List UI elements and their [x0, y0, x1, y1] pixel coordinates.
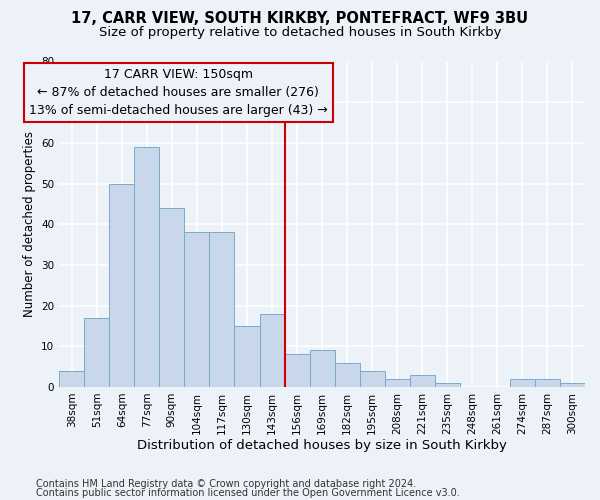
Bar: [510, 379, 535, 387]
Bar: [260, 314, 284, 387]
Bar: [284, 354, 310, 387]
Bar: [134, 147, 160, 387]
Bar: [385, 379, 410, 387]
Bar: [560, 383, 585, 387]
X-axis label: Distribution of detached houses by size in South Kirkby: Distribution of detached houses by size …: [137, 440, 507, 452]
Bar: [184, 232, 209, 387]
Text: 17 CARR VIEW: 150sqm
← 87% of detached houses are smaller (276)
13% of semi-deta: 17 CARR VIEW: 150sqm ← 87% of detached h…: [29, 68, 328, 116]
Bar: [84, 318, 109, 387]
Y-axis label: Number of detached properties: Number of detached properties: [23, 131, 35, 317]
Text: Size of property relative to detached houses in South Kirkby: Size of property relative to detached ho…: [99, 26, 501, 39]
Text: Contains HM Land Registry data © Crown copyright and database right 2024.: Contains HM Land Registry data © Crown c…: [36, 479, 416, 489]
Bar: [335, 362, 359, 387]
Text: 17, CARR VIEW, SOUTH KIRKBY, PONTEFRACT, WF9 3BU: 17, CARR VIEW, SOUTH KIRKBY, PONTEFRACT,…: [71, 11, 529, 26]
Bar: [535, 379, 560, 387]
Bar: [59, 370, 84, 387]
Bar: [310, 350, 335, 387]
Bar: [435, 383, 460, 387]
Text: Contains public sector information licensed under the Open Government Licence v3: Contains public sector information licen…: [36, 488, 460, 498]
Bar: [359, 370, 385, 387]
Bar: [160, 208, 184, 387]
Bar: [209, 232, 235, 387]
Bar: [410, 375, 435, 387]
Bar: [109, 184, 134, 387]
Bar: [235, 326, 260, 387]
